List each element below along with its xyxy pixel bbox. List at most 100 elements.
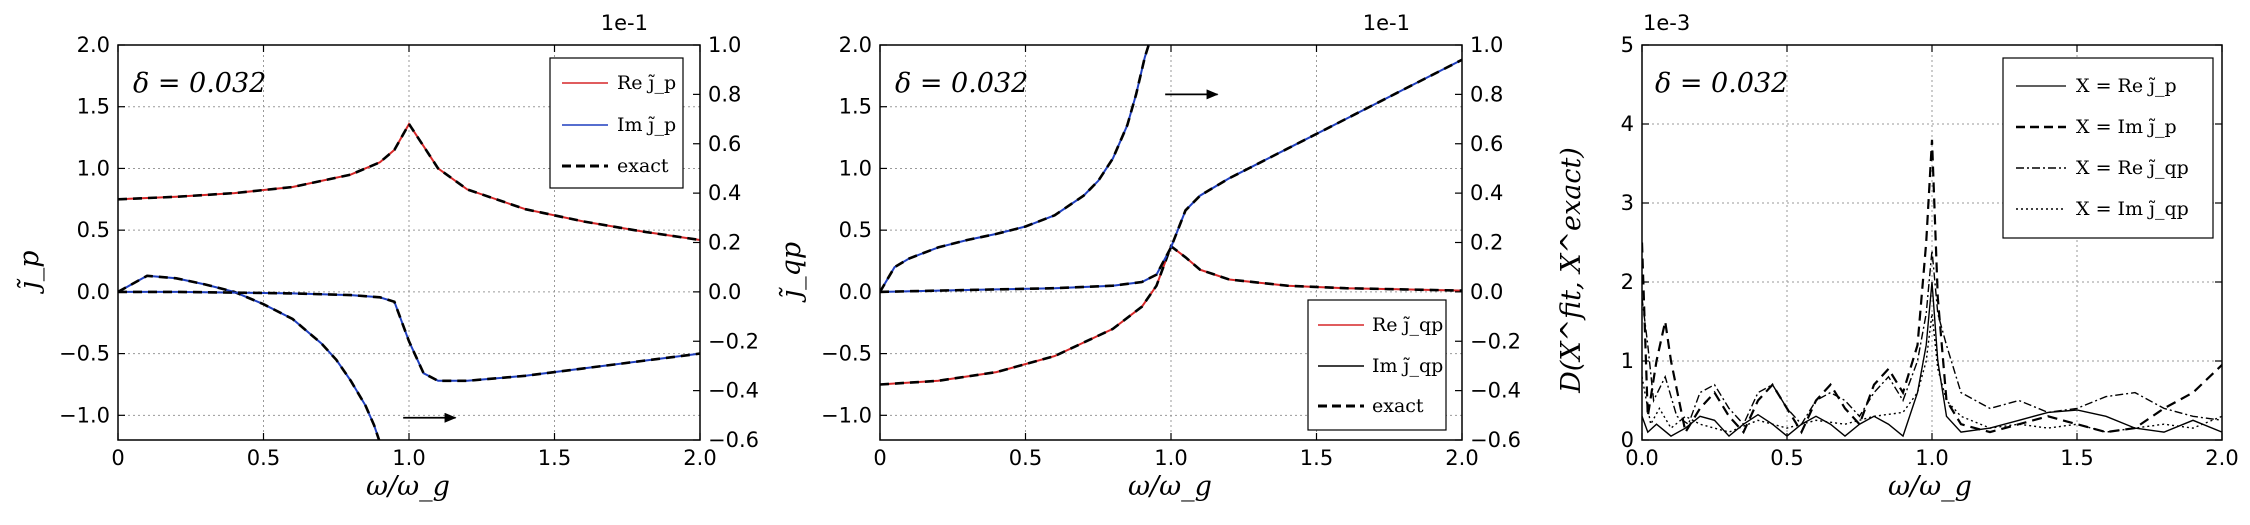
legend-entry-2: X = Im j̃_p <box>2076 116 2177 138</box>
series-exact-2 <box>118 290 700 383</box>
x-tick-label-1: 0.5 <box>1770 446 1803 470</box>
y-tick-label-0: 0 <box>1621 428 1634 452</box>
legend-entry-re: Re j̃_p <box>617 72 676 94</box>
x-tick-label-0: 0 <box>873 446 886 470</box>
x-tick-labels: 0 0.5 1.0 1.5 2.0 <box>873 45 1479 470</box>
legend-box <box>1307 299 1447 431</box>
y2-tick-label-3: 0.0 <box>1470 280 1503 304</box>
legend: Re j̃_p Im j̃_p exact <box>549 57 684 189</box>
series-exact-0 <box>118 121 700 242</box>
x-tick-label-4: 2.0 <box>683 446 716 470</box>
y-tick-label-2: 0.0 <box>839 280 872 304</box>
y2-tick-label-2: −0.2 <box>1470 329 1521 353</box>
series-exact-1 <box>880 45 1151 293</box>
y2-tick-labels: −0.6 −0.4 −0.2 0.0 0.2 0.4 0.6 0.8 1.0 <box>693 33 759 452</box>
y-tick-label-5: 1.5 <box>77 95 110 119</box>
chart-panel-2: 0 0.5 1.0 1.5 2.0 −1.0 −0.5 0.0 0.5 1.0 1.5 2.0 −0… <box>776 11 1521 502</box>
x-tick-label-3: 1.5 <box>2060 446 2093 470</box>
legend-entry-exact: exact <box>617 155 669 177</box>
y2-tick-label-4: 0.2 <box>708 231 741 255</box>
y-tick-label-4: 4 <box>1621 112 1634 136</box>
y2-tick-labels: −0.6 −0.4 −0.2 0.0 0.2 0.4 0.6 0.8 1.0 <box>1455 33 1521 452</box>
chart-panel-3: 0.0 0.5 1.0 1.5 2.0 0 1 2 3 4 5 1e-3 δ = 0.032 ω/… <box>1556 11 2239 502</box>
legend-box <box>2002 57 2214 239</box>
legend-entry-im: Im j̃_p <box>617 114 676 136</box>
delta-annotation: δ = 0.032 <box>133 68 266 99</box>
y-tick-label-6: 2.0 <box>77 33 110 57</box>
legend: X = Re j̃_p X = Im j̃_p X = Re j̃_qp X =… <box>2002 57 2214 239</box>
legend-box <box>549 57 684 189</box>
x-tick-label-1: 0.5 <box>247 446 280 470</box>
x-axis-label: ω/ω_g <box>1888 471 1972 502</box>
y2-tick-label-8: 1.0 <box>708 33 741 57</box>
legend-entry-3: X = Re j̃_qp <box>2076 157 2189 179</box>
y2-exponent: 1e-1 <box>601 11 648 35</box>
legend-entry-exact: exact <box>1372 395 1424 417</box>
series-line-1 <box>1642 139 2222 436</box>
y2-tick-label-7: 0.8 <box>1470 82 1503 106</box>
y-tick-label-0: −1.0 <box>59 403 110 427</box>
legend-entry-re: Re j̃_qp <box>1372 314 1443 336</box>
y2-tick-label-6: 0.6 <box>1470 132 1503 156</box>
x-tick-label-3: 1.5 <box>538 446 571 470</box>
y-tick-label-3: 0.5 <box>839 218 872 242</box>
delta-annotation: δ = 0.032 <box>1655 68 1788 99</box>
series-line-1 <box>118 274 381 440</box>
y-tick-label-1: −0.5 <box>59 342 110 366</box>
y-tick-label-2: 2 <box>1621 270 1634 294</box>
x-tick-label-4: 2.0 <box>1445 446 1478 470</box>
y-tick-label-3: 3 <box>1621 191 1634 215</box>
y-tick-labels: −1.0 −0.5 0.0 0.5 1.0 1.5 2.0 <box>821 33 887 427</box>
x-tick-label-3: 1.5 <box>1300 446 1333 470</box>
y-tick-label-1: 1 <box>1621 349 1634 373</box>
data-curves <box>880 45 1462 386</box>
y-axis-label: j̃_p <box>14 250 45 294</box>
series-line-3 <box>1642 313 2222 433</box>
y2-tick-label-6: 0.6 <box>708 132 741 156</box>
y-tick-label-1: −0.5 <box>821 342 872 366</box>
y-tick-label-3: 0.5 <box>77 218 110 242</box>
x-axis-label: ω/ω_g <box>1128 471 1212 502</box>
legend-entry-4: X = Im j̃_qp <box>2076 198 2189 220</box>
y-tick-labels: −1.0 −0.5 0.0 0.5 1.0 1.5 2.0 <box>59 33 125 427</box>
y-tick-labels: 0 1 2 3 4 5 <box>1621 33 2222 452</box>
y-tick-label-4: 1.0 <box>839 156 872 180</box>
y2-tick-label-0: −0.6 <box>1470 428 1521 452</box>
y2-tick-label-7: 0.8 <box>708 82 741 106</box>
y-tick-label-2: 0.0 <box>77 280 110 304</box>
y2-tick-label-1: −0.4 <box>1470 379 1521 403</box>
series-line-2 <box>1642 250 2222 426</box>
data-curves <box>118 121 700 440</box>
y2-tick-label-4: 0.2 <box>1470 231 1503 255</box>
y-tick-label-5: 5 <box>1621 33 1634 57</box>
x-tick-label-2: 1.0 <box>1154 446 1187 470</box>
y-tick-label-0: −1.0 <box>821 403 872 427</box>
chart-panel-1: 0 0.5 1.0 1.5 2.0 −1.0 −0.5 0.0 0.5 1.0 1.5 2.0 −0… <box>14 11 759 502</box>
x-axis-label: ω/ω_g <box>366 471 450 502</box>
y-exponent: 1e-3 <box>1643 11 1690 35</box>
legend: Re j̃_qp Im j̃_qp exact <box>1307 299 1447 431</box>
y-tick-label-5: 1.5 <box>839 95 872 119</box>
y2-tick-label-2: −0.2 <box>708 329 759 353</box>
legend-entry-1: X = Re j̃_p <box>2076 75 2177 97</box>
x-tick-labels: 0.0 0.5 1.0 1.5 2.0 <box>1625 45 2239 470</box>
y2-exponent: 1e-1 <box>1363 11 1410 35</box>
y2-tick-label-5: 0.4 <box>1470 181 1503 205</box>
x-tick-label-1: 0.5 <box>1009 446 1042 470</box>
x-tick-label-4: 2.0 <box>2205 446 2238 470</box>
x-tick-label-2: 1.0 <box>1915 446 1948 470</box>
x-tick-label-2: 1.0 <box>392 446 425 470</box>
delta-annotation: δ = 0.032 <box>895 68 1028 99</box>
y2-tick-label-3: 0.0 <box>708 280 741 304</box>
y-axis-label: D(X^fit, X^exact) <box>1556 147 1587 394</box>
y2-tick-label-0: −0.6 <box>708 428 759 452</box>
y2-tick-label-5: 0.4 <box>708 181 741 205</box>
y-axis-label: j̃_qp <box>776 242 807 303</box>
y2-tick-label-1: −0.4 <box>708 379 759 403</box>
data-curves <box>1642 139 2222 438</box>
y2-tick-label-8: 1.0 <box>1470 33 1503 57</box>
y-tick-label-6: 2.0 <box>839 33 872 57</box>
y-tick-label-4: 1.0 <box>77 156 110 180</box>
legend-entry-im: Im j̃_qp <box>1372 355 1443 377</box>
